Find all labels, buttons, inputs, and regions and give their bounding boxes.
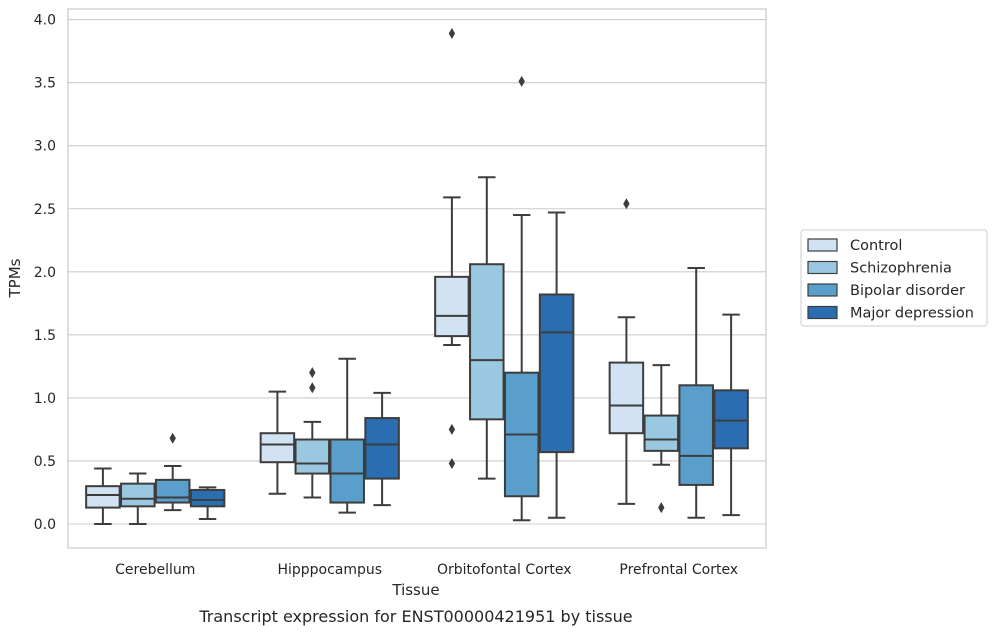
box-iqr xyxy=(85,485,121,509)
legend-label: Schizophrenia xyxy=(850,261,952,277)
box-plot xyxy=(85,467,121,525)
y-tick-label: 0.0 xyxy=(34,517,56,533)
box-plot xyxy=(294,367,331,499)
box-iqr xyxy=(329,438,365,504)
box-iqr xyxy=(364,417,400,480)
box-iqr xyxy=(469,263,505,421)
legend-label: Control xyxy=(850,238,902,254)
box-plot xyxy=(538,211,575,519)
y-tick-label: 2.5 xyxy=(34,202,56,218)
outlier-point xyxy=(309,367,316,379)
box-iqr xyxy=(120,482,156,508)
outlier-point xyxy=(169,432,176,444)
box-plot xyxy=(678,267,714,519)
legend-swatch xyxy=(807,305,838,320)
y-axis-title: TPMs xyxy=(6,258,24,298)
x-tick-label: Cerebellum xyxy=(115,562,195,578)
series-control xyxy=(85,27,645,525)
box-plot xyxy=(713,313,749,517)
box-plot xyxy=(608,198,645,505)
x-tick-label: Prefrontal Cortex xyxy=(619,562,738,578)
box-plot xyxy=(643,364,680,514)
box-series-group xyxy=(85,27,749,525)
y-tick-label: 4.0 xyxy=(34,13,56,29)
legend-swatch xyxy=(807,260,838,275)
box-iqr xyxy=(678,384,714,486)
box-iqr xyxy=(538,293,575,454)
series-schizophrenia xyxy=(120,176,680,525)
box-plot xyxy=(189,486,226,520)
box-iqr xyxy=(713,389,749,450)
legend-swatch xyxy=(807,283,838,297)
outlier-point xyxy=(518,75,525,87)
outlier-point xyxy=(623,198,630,210)
series-bipolar-disorder xyxy=(154,75,714,522)
x-axis-title: Tissue xyxy=(391,581,439,599)
series-major-depression xyxy=(189,211,749,520)
outlier-point xyxy=(309,382,316,394)
figure-caption: Transcript expression for ENST0000042195… xyxy=(198,607,632,626)
y-tick-label: 0.5 xyxy=(34,454,56,470)
box-iqr xyxy=(259,432,296,464)
plot-area-frame xyxy=(67,8,767,549)
y-tick-label: 1.0 xyxy=(34,391,56,407)
box-iqr xyxy=(643,414,680,452)
box-plot xyxy=(329,357,365,514)
y-tick-label: 2.0 xyxy=(34,265,56,281)
box-iqr xyxy=(189,488,226,508)
box-plot xyxy=(503,75,540,522)
box-plot xyxy=(364,391,400,507)
box-iqr xyxy=(294,438,331,475)
legend-label: Bipolar disorder xyxy=(850,283,965,299)
legend-frame xyxy=(800,229,988,327)
box-iqr xyxy=(608,361,645,435)
y-axis-tick-labels: 0.0 0.5 1.0 1.5 2.0 2.5 3.0 3.5 4.0 xyxy=(34,13,56,533)
legend: Control Schizophrenia Bipolar disorder Majo… xyxy=(800,229,988,327)
gridlines xyxy=(68,19,766,525)
legend-swatch xyxy=(807,238,838,252)
box-iqr xyxy=(154,478,191,504)
x-axis-tick-labels: Cerebellum Hipppocampus Orbitofontal Corte… xyxy=(115,562,738,578)
outlier-point xyxy=(658,502,665,514)
y-tick-label: 1.5 xyxy=(34,328,56,344)
x-tick-label: Orbitofontal Cortex xyxy=(437,562,572,578)
box-plot xyxy=(469,176,505,480)
outlier-point xyxy=(448,423,456,435)
box-plot xyxy=(120,472,156,525)
y-tick-label: 3.5 xyxy=(34,76,56,92)
x-tick-label: Hipppocampus xyxy=(277,562,382,578)
legend-label: Major depression xyxy=(850,306,974,322)
outlier-point xyxy=(448,27,456,39)
y-tick-label: 3.0 xyxy=(34,139,56,155)
box-plot xyxy=(154,432,191,512)
box-iqr xyxy=(434,275,470,338)
box-plot xyxy=(259,390,296,495)
outlier-point xyxy=(448,457,456,469)
box-plot xyxy=(434,27,470,469)
